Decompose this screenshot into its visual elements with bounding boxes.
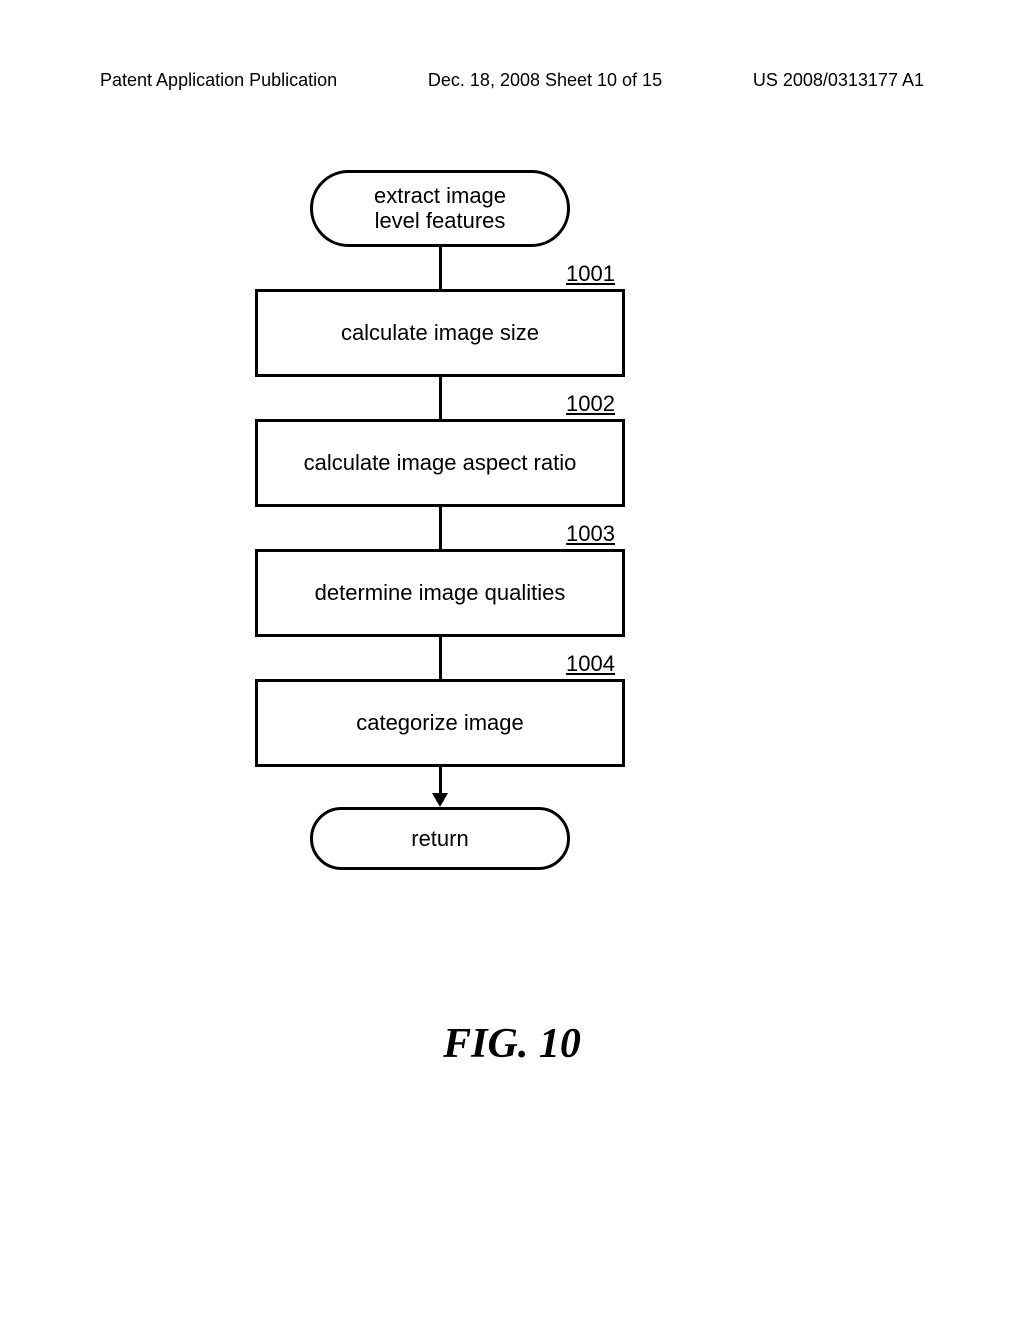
process-1004: categorize image — [255, 679, 625, 767]
page-header: Patent Application Publication Dec. 18, … — [0, 70, 1024, 91]
connector — [439, 247, 442, 289]
header-left: Patent Application Publication — [100, 70, 337, 91]
process-1002-text: calculate image aspect ratio — [304, 450, 577, 475]
figure-label: FIG. 10 — [0, 1020, 1024, 1068]
step-label-1001: 1001 — [566, 261, 615, 287]
arrow-down-icon — [432, 793, 448, 807]
terminal-start-text: extract image level features — [374, 183, 506, 233]
process-1001: calculate image size — [255, 289, 625, 377]
connector — [439, 637, 442, 679]
step-label-1003: 1003 — [566, 521, 615, 547]
terminal-end-text: return — [411, 826, 468, 851]
connector — [439, 377, 442, 419]
terminal-end: return — [310, 807, 570, 870]
process-1001-text: calculate image size — [341, 320, 539, 345]
process-1002: calculate image aspect ratio — [255, 419, 625, 507]
connector — [439, 507, 442, 549]
header-right: US 2008/0313177 A1 — [753, 70, 924, 91]
connector — [439, 767, 442, 793]
process-1003: determine image qualities — [255, 549, 625, 637]
step-label-1004: 1004 — [566, 651, 615, 677]
header-center: Dec. 18, 2008 Sheet 10 of 15 — [428, 70, 662, 91]
terminal-start: extract image level features — [310, 170, 570, 247]
flowchart: extract image level features 1001 calcul… — [230, 170, 650, 870]
step-label-1002: 1002 — [566, 391, 615, 417]
process-1004-text: categorize image — [356, 710, 524, 735]
process-1003-text: determine image qualities — [315, 580, 566, 605]
